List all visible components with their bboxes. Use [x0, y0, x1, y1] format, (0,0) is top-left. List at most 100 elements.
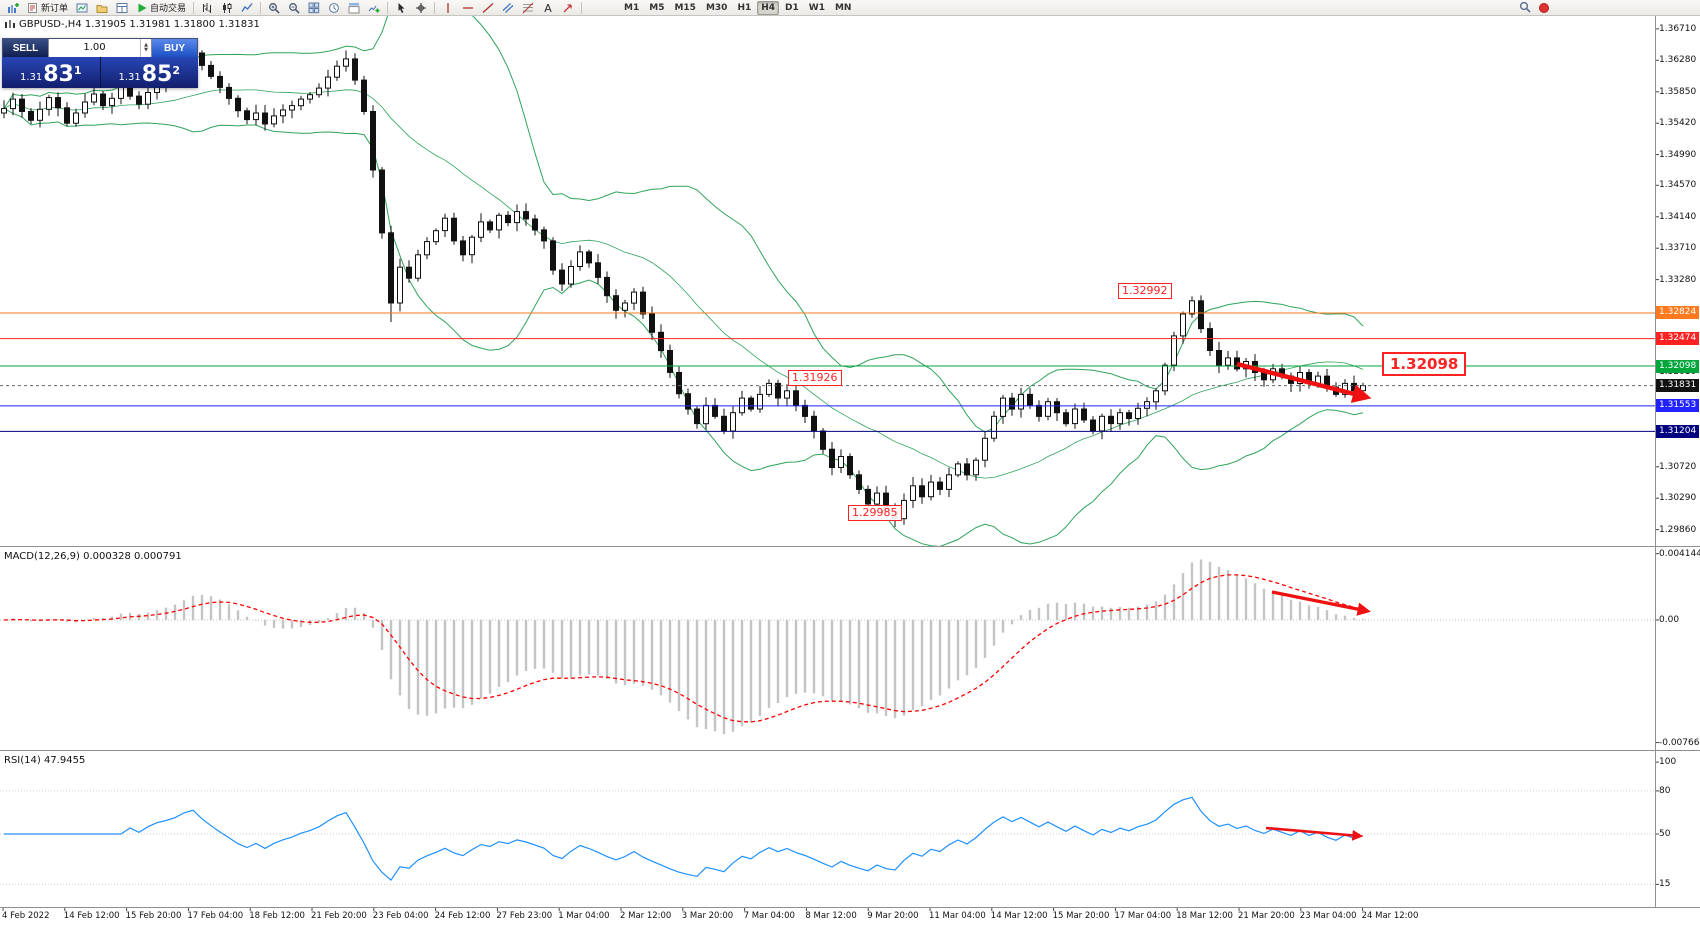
- candle-body: [964, 463, 970, 476]
- time-label: 23 Mar 04:00: [1299, 911, 1357, 921]
- candle-body: [1171, 335, 1177, 366]
- candle-body: [622, 302, 628, 311]
- candle-body: [1054, 401, 1060, 414]
- candle-body: [127, 86, 133, 97]
- chart-shift-button[interactable]: [344, 0, 364, 15]
- price-annotation[interactable]: 1.29985: [848, 505, 902, 521]
- candle-body: [343, 58, 349, 67]
- timeframe-w1-button[interactable]: W1: [808, 2, 825, 13]
- market-watch-button[interactable]: [72, 0, 92, 15]
- symbol-info: GBPUSD-,H4 1.31905 1.31981 1.31800 1.318…: [5, 19, 260, 30]
- candle-body: [982, 437, 988, 461]
- tile-windows-button[interactable]: [304, 0, 324, 15]
- line-chart-button[interactable]: [237, 0, 257, 15]
- zoom-out-button[interactable]: [284, 0, 304, 15]
- candle-body: [1135, 407, 1141, 419]
- candle-chart-button[interactable]: [217, 0, 237, 15]
- price-annotation[interactable]: 1.32098: [1382, 352, 1467, 376]
- candle-body: [910, 485, 916, 501]
- buy-price-prefix: 1.31: [118, 72, 141, 83]
- trade-panel-controls: SELL 1.00 ▲ ▼ BUY: [2, 38, 198, 57]
- volume-down-button[interactable]: ▼: [144, 47, 148, 53]
- trendline-tool-button[interactable]: [478, 0, 498, 15]
- price-axis-label: 1.30720: [1659, 461, 1697, 472]
- time-label: 7 Mar 04:00: [743, 911, 795, 921]
- time-label: 21 Feb 20:00: [311, 911, 367, 921]
- auto-scroll-button[interactable]: [324, 0, 344, 15]
- rsi-axis-label: 80: [1659, 785, 1671, 796]
- candle-body: [568, 266, 574, 285]
- fibonacci-tool-button[interactable]: [518, 0, 538, 15]
- timeframe-d1-button[interactable]: D1: [785, 2, 799, 13]
- candle-body: [1198, 300, 1204, 330]
- price-annotation[interactable]: 1.32992: [1118, 283, 1172, 299]
- candle-body: [316, 87, 322, 96]
- candle-body: [208, 64, 214, 77]
- time-label: 17 Mar 04:00: [1114, 911, 1172, 921]
- buy-button[interactable]: BUY: [152, 39, 197, 57]
- candle-body: [631, 291, 637, 304]
- candle-body: [82, 101, 88, 114]
- timeframe-m30-button[interactable]: M30: [705, 2, 728, 13]
- candle-body: [136, 95, 142, 105]
- indicators-button[interactable]: [364, 0, 384, 15]
- candle-body: [766, 382, 772, 395]
- price-axis[interactable]: [1655, 16, 1700, 907]
- crosshair-button[interactable]: [411, 0, 431, 15]
- price-axis-label: 1.33710: [1659, 243, 1697, 254]
- timeframe-h4-button[interactable]: H4: [757, 0, 780, 15]
- text-icon: A: [544, 2, 552, 14]
- channel-tool-button[interactable]: [498, 0, 518, 15]
- timeframe-m15-button[interactable]: M15: [674, 2, 696, 13]
- timeframe-m5-button[interactable]: M5: [649, 2, 665, 13]
- new-chart-button[interactable]: [3, 0, 23, 15]
- candle-body: [1072, 408, 1078, 425]
- volume-stepper[interactable]: 1.00 ▲ ▼: [48, 39, 152, 57]
- new-order-button-label: 新订单: [41, 4, 69, 14]
- sell-button[interactable]: SELL: [3, 39, 48, 57]
- toolbar-right-group: [1519, 0, 1697, 17]
- notification-badge[interactable]: [1539, 2, 1549, 13]
- candle-body: [397, 266, 403, 304]
- current-price-tag: 1.31831: [1656, 379, 1699, 393]
- candle-body: [1351, 382, 1357, 392]
- bar-chart-button[interactable]: [197, 0, 217, 15]
- macd-signal-line: [3, 574, 1364, 723]
- text-tool-button[interactable]: A: [538, 0, 558, 15]
- sell-price-display[interactable]: 1.31 83 1: [2, 57, 101, 88]
- price-line-tag: 1.31553: [1656, 399, 1699, 413]
- arrows-tool-button[interactable]: [558, 0, 578, 15]
- candle-body: [226, 86, 232, 99]
- volume-spinner: ▲ ▼: [140, 39, 151, 57]
- candle-body: [838, 456, 844, 468]
- volume-up-button[interactable]: ▲: [144, 42, 148, 48]
- time-label: 11 Mar 04:00: [929, 911, 986, 921]
- vline-tool-button[interactable]: [438, 0, 458, 15]
- candle-body: [784, 390, 790, 399]
- price-axis-label: 1.34990: [1659, 149, 1697, 160]
- search-icon[interactable]: [1519, 0, 1531, 17]
- timeframe-mn-button[interactable]: MN: [834, 2, 852, 13]
- timeframe-h1-button[interactable]: H1: [737, 2, 752, 13]
- hline-tool-button[interactable]: [458, 0, 478, 15]
- time-axis[interactable]: [0, 907, 1655, 939]
- buy-price-display[interactable]: 1.31 85 2: [101, 57, 199, 88]
- zoom-in-icon: [269, 2, 280, 14]
- zoom-in-button[interactable]: [264, 0, 284, 15]
- navigator-button[interactable]: [92, 0, 112, 15]
- candle-body: [469, 236, 475, 256]
- candle-body: [550, 240, 556, 271]
- terminal-button[interactable]: [112, 0, 132, 15]
- candle-body: [379, 169, 385, 234]
- symbol-ohlc-text: GBPUSD-,H4 1.31905 1.31981 1.31800 1.318…: [19, 19, 260, 30]
- candle-body: [1144, 401, 1150, 409]
- timeframe-m1-button[interactable]: M1: [624, 2, 640, 13]
- cursor-button[interactable]: [391, 0, 411, 15]
- volume-value[interactable]: 1.00: [83, 42, 106, 53]
- price-annotation[interactable]: 1.31926: [788, 370, 842, 386]
- price-axis-label: 1.36280: [1659, 55, 1697, 66]
- auto-trading-button[interactable]: 自动交易: [132, 0, 190, 15]
- candle-body: [262, 112, 268, 125]
- new-order-button[interactable]: 新订单: [23, 0, 72, 15]
